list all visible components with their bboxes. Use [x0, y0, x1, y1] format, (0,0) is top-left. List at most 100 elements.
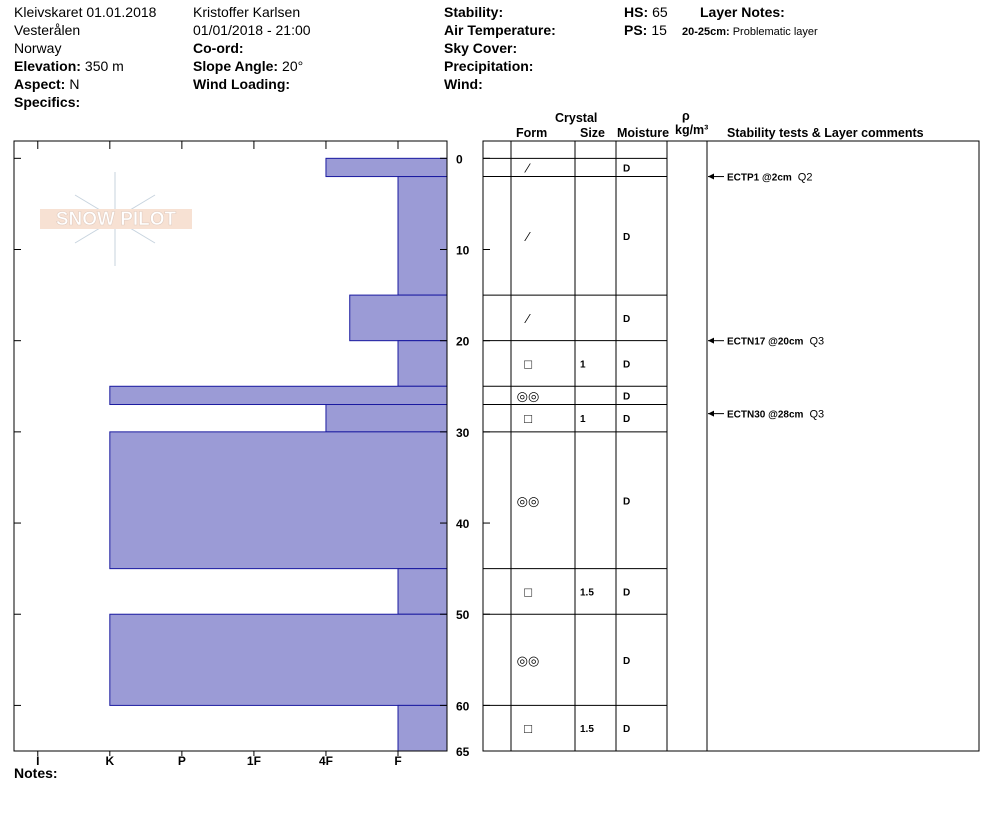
header-field: Slope Angle: 20° [193, 58, 303, 74]
header-field: Stability: [444, 4, 503, 20]
moisture: D [623, 587, 630, 598]
y-tick-label: 65 [456, 745, 470, 759]
moisture: D [623, 414, 630, 425]
crystal-size: 1.5 [580, 587, 594, 598]
test-quality: Q2 [798, 172, 813, 184]
header-field: Norway [14, 40, 61, 56]
moisture: D [623, 656, 630, 667]
logo-text: SNOW PILOT [56, 209, 177, 230]
moisture: D [623, 391, 630, 402]
crystal-form: ⁄ [524, 160, 531, 175]
table-header: Form [516, 126, 547, 140]
crystal-form: ◎◎ [517, 388, 540, 403]
header-field: Co-ord: [193, 40, 244, 56]
test-result: ECTN17 @20cm [727, 337, 804, 348]
hardness-bar [397, 704, 448, 752]
hardness-bar [397, 176, 448, 296]
header-field: PS: 15 [624, 22, 667, 38]
stability-test: ECTN30 @28cm Q3 [727, 409, 824, 421]
header-field: Kristoffer Karlsen [193, 4, 300, 20]
header-label: Elevation: [14, 58, 81, 74]
y-tick-label: 30 [456, 426, 470, 440]
header-label: Stability: [444, 4, 503, 20]
crystal-form: □ [524, 356, 532, 371]
header-value: 350 m [85, 58, 124, 74]
header-text: Kristoffer Karlsen [193, 4, 300, 20]
header-text: Kleivskaret 01.01.2018 [14, 4, 157, 20]
crystal-size: 1.5 [580, 724, 594, 735]
moisture: D [623, 359, 630, 370]
header-field: HS: 65 [624, 4, 668, 20]
hardness-bar [397, 340, 448, 387]
hardness-bar [325, 404, 448, 433]
y-tick-label: 10 [456, 244, 470, 258]
moisture: D [623, 724, 630, 735]
x-tick-label: 4F [319, 754, 333, 768]
moisture: D [623, 314, 630, 325]
header-label: Sky Cover: [444, 40, 517, 56]
header-value: 20° [282, 58, 303, 74]
crystal-form: □ [524, 411, 532, 426]
header-label: Specifics: [14, 94, 80, 110]
test-result: ECTN30 @28cm [727, 410, 804, 421]
header-field: Wind: [444, 76, 483, 92]
stability-test: ECTP1 @2cm Q2 [727, 172, 812, 184]
x-tick-label: K [105, 754, 114, 768]
header-field: Sky Cover: [444, 40, 517, 56]
table-header: ρ [682, 109, 690, 123]
x-tick-label: 1F [247, 754, 261, 768]
header-label: Wind: [444, 76, 483, 92]
header-text: Vesterålen [14, 22, 80, 38]
header-label: HS: [624, 4, 648, 20]
table-header: Size [580, 126, 605, 140]
header-value: 65 [652, 4, 668, 20]
hardness-bar [109, 613, 448, 706]
logo-band [40, 209, 192, 229]
table-header: Crystal [555, 111, 597, 125]
header-value: N [69, 76, 79, 92]
crystal-form: ◎◎ [517, 493, 540, 508]
layer-note-text: Problematic layer [733, 26, 818, 38]
test-result: ECTP1 @2cm [727, 173, 792, 184]
header-field: Precipitation: [444, 58, 533, 74]
stability-test: ECTN17 @20cm Q3 [727, 336, 824, 348]
header-text: 01/01/2018 - 21:00 [193, 22, 311, 38]
hardness-bar [397, 568, 448, 615]
header-label: Air Temperature: [444, 22, 556, 38]
moisture: D [623, 496, 630, 507]
header-field: Kleivskaret 01.01.2018 [14, 4, 157, 20]
header-label: Aspect: [14, 76, 65, 92]
crystal-size: 1 [580, 359, 586, 370]
y-tick-label: 50 [456, 608, 470, 622]
header-label: Slope Angle: [193, 58, 278, 74]
layer-notes-title: Layer Notes: [700, 4, 785, 20]
layer-note-range: 20-25cm: [682, 26, 730, 38]
header-field: Vesterålen [14, 22, 80, 38]
header-label: Co-ord: [193, 40, 244, 56]
crystal-form: ⁄ [524, 229, 531, 244]
y-tick-label: 60 [456, 699, 470, 713]
crystal-form: □ [524, 584, 532, 599]
crystal-form: ◎◎ [517, 653, 540, 668]
header-label: PS: [624, 22, 647, 38]
x-tick-label: I [36, 754, 39, 768]
arrow-head [708, 410, 714, 417]
plot-frame [13, 140, 448, 752]
moisture: D [623, 232, 630, 243]
x-tick-label: F [394, 754, 401, 768]
crystal-form: ⁄ [524, 311, 531, 326]
header-field: 01/01/2018 - 21:00 [193, 22, 311, 38]
x-tick-label: P [178, 754, 186, 768]
arrow-head [708, 337, 714, 344]
y-tick-label: 40 [456, 517, 470, 531]
table-header: kg/m³ [675, 123, 708, 137]
moisture: D [623, 163, 630, 174]
header-field: Specifics: [14, 94, 80, 110]
notes-label: Notes: [14, 765, 58, 781]
hardness-bar [349, 294, 448, 342]
layer-note: 20-25cm: Problematic layer [682, 26, 818, 38]
logo: SNOW PILOT [40, 172, 192, 266]
header-field: Air Temperature: [444, 22, 556, 38]
header-label: Precipitation: [444, 58, 533, 74]
